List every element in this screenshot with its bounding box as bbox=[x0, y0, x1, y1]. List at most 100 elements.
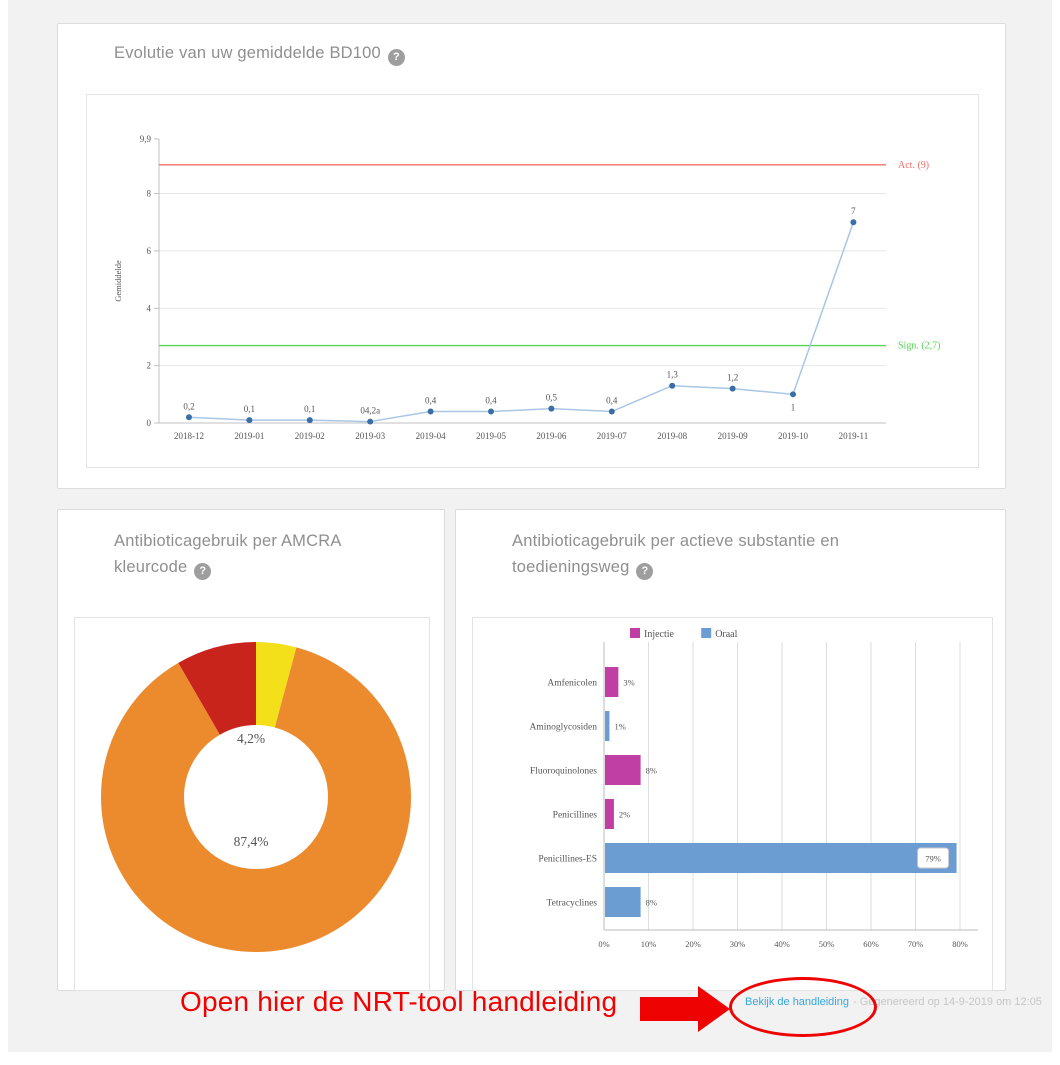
help-icon[interactable]: ? bbox=[636, 563, 654, 580]
line-chart-title-text: Evolutie van uw gemiddelde BD100 bbox=[114, 44, 381, 62]
category-label: Tetracyclines bbox=[546, 899, 597, 909]
bar-chart-card: Antibioticagebruik per actieve substanti… bbox=[455, 509, 1006, 991]
reference-line-label: Act. (9) bbox=[898, 160, 929, 171]
svg-text:0,2: 0,2 bbox=[183, 401, 194, 411]
donut-slice-oranje[interactable] bbox=[101, 642, 411, 952]
svg-text:80%: 80% bbox=[952, 939, 968, 949]
svg-text:2019-06: 2019-06 bbox=[536, 431, 566, 441]
slice-label: 87,4% bbox=[234, 834, 269, 849]
svg-text:2019-09: 2019-09 bbox=[718, 431, 748, 441]
data-point[interactable] bbox=[186, 414, 192, 421]
bar-chart-card-title: Antibioticagebruik per actieve substanti… bbox=[512, 528, 904, 580]
legend-swatch[interactable] bbox=[701, 628, 712, 638]
legend-label[interactable]: Injectie bbox=[644, 629, 675, 640]
svg-text:2018-12: 2018-12 bbox=[174, 431, 204, 441]
svg-text:2019-03: 2019-03 bbox=[355, 431, 385, 441]
svg-text:50%: 50% bbox=[819, 939, 835, 949]
data-point[interactable] bbox=[729, 385, 736, 392]
category-label: Aminoglycosiden bbox=[529, 723, 597, 733]
svg-text:2019-05: 2019-05 bbox=[476, 431, 506, 441]
svg-text:8: 8 bbox=[147, 189, 152, 199]
generated-timestamp: - Gegenereerd op 14-9-2019 om 12:05 bbox=[852, 996, 1042, 1008]
svg-text:2: 2 bbox=[147, 361, 152, 371]
donut-chart-card: Antibioticagebruik per AMCRA kleurcode? … bbox=[57, 509, 445, 991]
svg-text:1%: 1% bbox=[614, 722, 625, 732]
bar-Penicillines-ES[interactable] bbox=[605, 843, 957, 873]
bar-chart-panel: Injectie Oraal 0% 10% 20% 30% 40% 50% 60% 70% 80% A… bbox=[472, 617, 993, 991]
svg-text:2019-01: 2019-01 bbox=[234, 431, 264, 441]
bar-Amfenicolen[interactable] bbox=[605, 667, 619, 697]
data-point[interactable] bbox=[488, 408, 494, 415]
svg-text:0,4: 0,4 bbox=[485, 396, 497, 406]
bar-Fluoroquinolones[interactable] bbox=[605, 755, 641, 785]
svg-text:10%: 10% bbox=[641, 939, 657, 949]
svg-text:8%: 8% bbox=[646, 898, 657, 908]
help-icon[interactable]: ? bbox=[387, 49, 405, 66]
svg-text:2019-08: 2019-08 bbox=[657, 431, 687, 441]
help-icon[interactable]: ? bbox=[194, 563, 212, 580]
svg-text:6: 6 bbox=[147, 246, 152, 256]
line-chart[interactable]: 0 2 4 6 8 9,9 Gemiddelde Act. (9) Sign. (2,7) 0,2… bbox=[87, 95, 976, 465]
category-label: Fluoroquinolones bbox=[530, 767, 597, 777]
svg-text:Gemiddelde: Gemiddelde bbox=[113, 260, 123, 302]
svg-text:70%: 70% bbox=[908, 939, 924, 949]
svg-text:1,3: 1,3 bbox=[667, 370, 679, 380]
category-label: Penicillines bbox=[553, 811, 598, 821]
svg-text:40%: 40% bbox=[774, 939, 790, 949]
svg-text:0,1: 0,1 bbox=[244, 404, 255, 414]
data-point[interactable] bbox=[427, 408, 434, 415]
legend-label[interactable]: Oraal bbox=[715, 629, 737, 640]
data-point[interactable] bbox=[306, 417, 313, 424]
category-label: Amfenicolen bbox=[547, 678, 597, 689]
donut-slice-rood[interactable] bbox=[101, 642, 411, 952]
arrow-right-icon bbox=[640, 986, 730, 1032]
svg-text:1,2: 1,2 bbox=[727, 373, 738, 383]
bar-Penicillines[interactable] bbox=[605, 799, 614, 829]
svg-text:60%: 60% bbox=[863, 939, 879, 949]
donut-chart[interactable]: 4,2% 87,4% bbox=[75, 618, 427, 988]
reference-line-label: Sign. (2,7) bbox=[898, 341, 941, 352]
bar-Aminoglycosiden[interactable] bbox=[605, 711, 610, 741]
data-point[interactable] bbox=[548, 405, 555, 412]
data-point[interactable] bbox=[669, 382, 676, 389]
line-chart-card: Evolutie van uw gemiddelde BD100? 0 2 4 6 8 9… bbox=[57, 23, 1006, 489]
data-point[interactable] bbox=[246, 417, 253, 424]
bar-chart[interactable]: Injectie Oraal 0% 10% 20% 30% 40% 50% 60% 70% 80% A… bbox=[473, 618, 990, 988]
line-chart-card-title: Evolutie van uw gemiddelde BD100? bbox=[114, 40, 934, 66]
category-label: Penicillines-ES bbox=[538, 855, 597, 865]
svg-text:9,9: 9,9 bbox=[140, 134, 152, 144]
svg-text:2%: 2% bbox=[619, 810, 630, 820]
bar-Tetracyclines[interactable] bbox=[605, 887, 641, 917]
svg-text:20%: 20% bbox=[685, 939, 701, 949]
legend-swatch[interactable] bbox=[630, 628, 640, 638]
donut-chart-title-text: Antibioticagebruik per AMCRA kleurcode bbox=[114, 532, 341, 576]
svg-text:79%: 79% bbox=[925, 854, 941, 864]
svg-text:4: 4 bbox=[147, 303, 152, 313]
svg-text:2019-10: 2019-10 bbox=[778, 431, 808, 441]
data-point[interactable] bbox=[790, 391, 796, 398]
svg-text:3%: 3% bbox=[623, 678, 634, 688]
data-point[interactable] bbox=[850, 219, 857, 226]
svg-text:0: 0 bbox=[147, 418, 152, 428]
svg-text:1: 1 bbox=[791, 402, 796, 412]
data-point[interactable] bbox=[608, 408, 615, 415]
donut-chart-panel: 4,2% 87,4% bbox=[74, 617, 430, 991]
svg-text:0,4: 0,4 bbox=[425, 396, 437, 406]
line-chart-panel: 0 2 4 6 8 9,9 Gemiddelde Act. (9) Sign. (2,7) 0,2… bbox=[86, 94, 979, 468]
data-point[interactable] bbox=[367, 418, 374, 425]
svg-text:0,5: 0,5 bbox=[546, 393, 558, 403]
svg-text:0,4: 0,4 bbox=[606, 396, 618, 406]
bar-chart-title-text: Antibioticagebruik per actieve substanti… bbox=[512, 532, 840, 576]
svg-text:2019-04: 2019-04 bbox=[416, 431, 446, 441]
svg-text:0,1: 0,1 bbox=[304, 404, 315, 414]
svg-text:30%: 30% bbox=[730, 939, 746, 949]
manual-link[interactable]: Bekijk de handleiding bbox=[745, 996, 849, 1008]
svg-text:2019-02: 2019-02 bbox=[295, 431, 325, 441]
svg-text:0%: 0% bbox=[598, 939, 609, 949]
value-label-box bbox=[917, 847, 950, 869]
svg-text:7: 7 bbox=[851, 206, 856, 216]
svg-text:04,2a: 04,2a bbox=[360, 406, 380, 416]
annotation-text: Open hier de NRT-tool handleiding bbox=[180, 986, 618, 1017]
footer-link-row: Bekijk de handleiding - Gegenereerd op 14… bbox=[745, 996, 1042, 1008]
svg-text:2019-07: 2019-07 bbox=[597, 431, 627, 441]
